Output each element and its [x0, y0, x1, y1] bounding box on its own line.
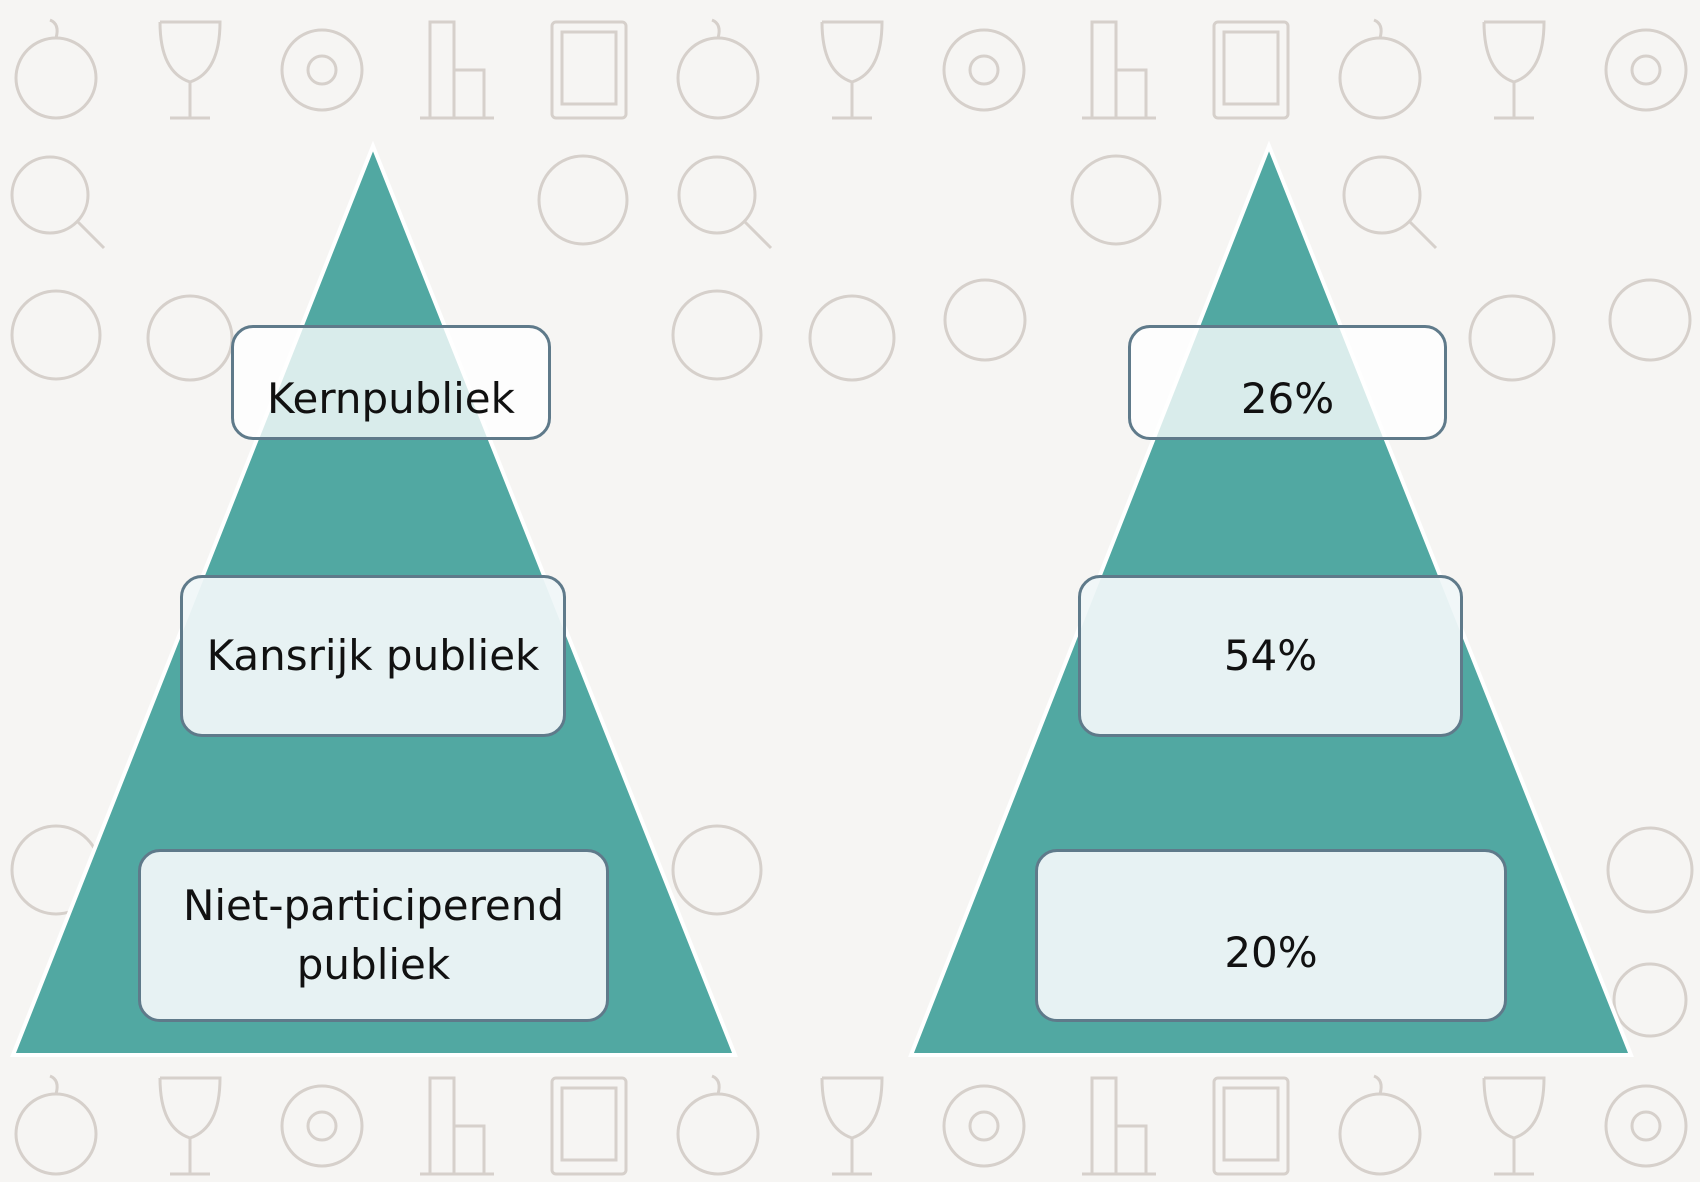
page: Kernpubliek Kansrijk publiek Niet-partic… [0, 0, 1700, 1182]
level-value: 54% [1078, 575, 1463, 737]
level-label: Kernpubliek [231, 325, 551, 440]
level-label: Kansrijk publiek [180, 575, 566, 737]
icon-row [0, 1062, 1700, 1182]
level-label: Niet-participerend publiek [138, 849, 609, 1022]
icon-row [0, 0, 1700, 132]
level-value: 20% [1035, 849, 1507, 1022]
level-value: 26% [1128, 325, 1447, 440]
